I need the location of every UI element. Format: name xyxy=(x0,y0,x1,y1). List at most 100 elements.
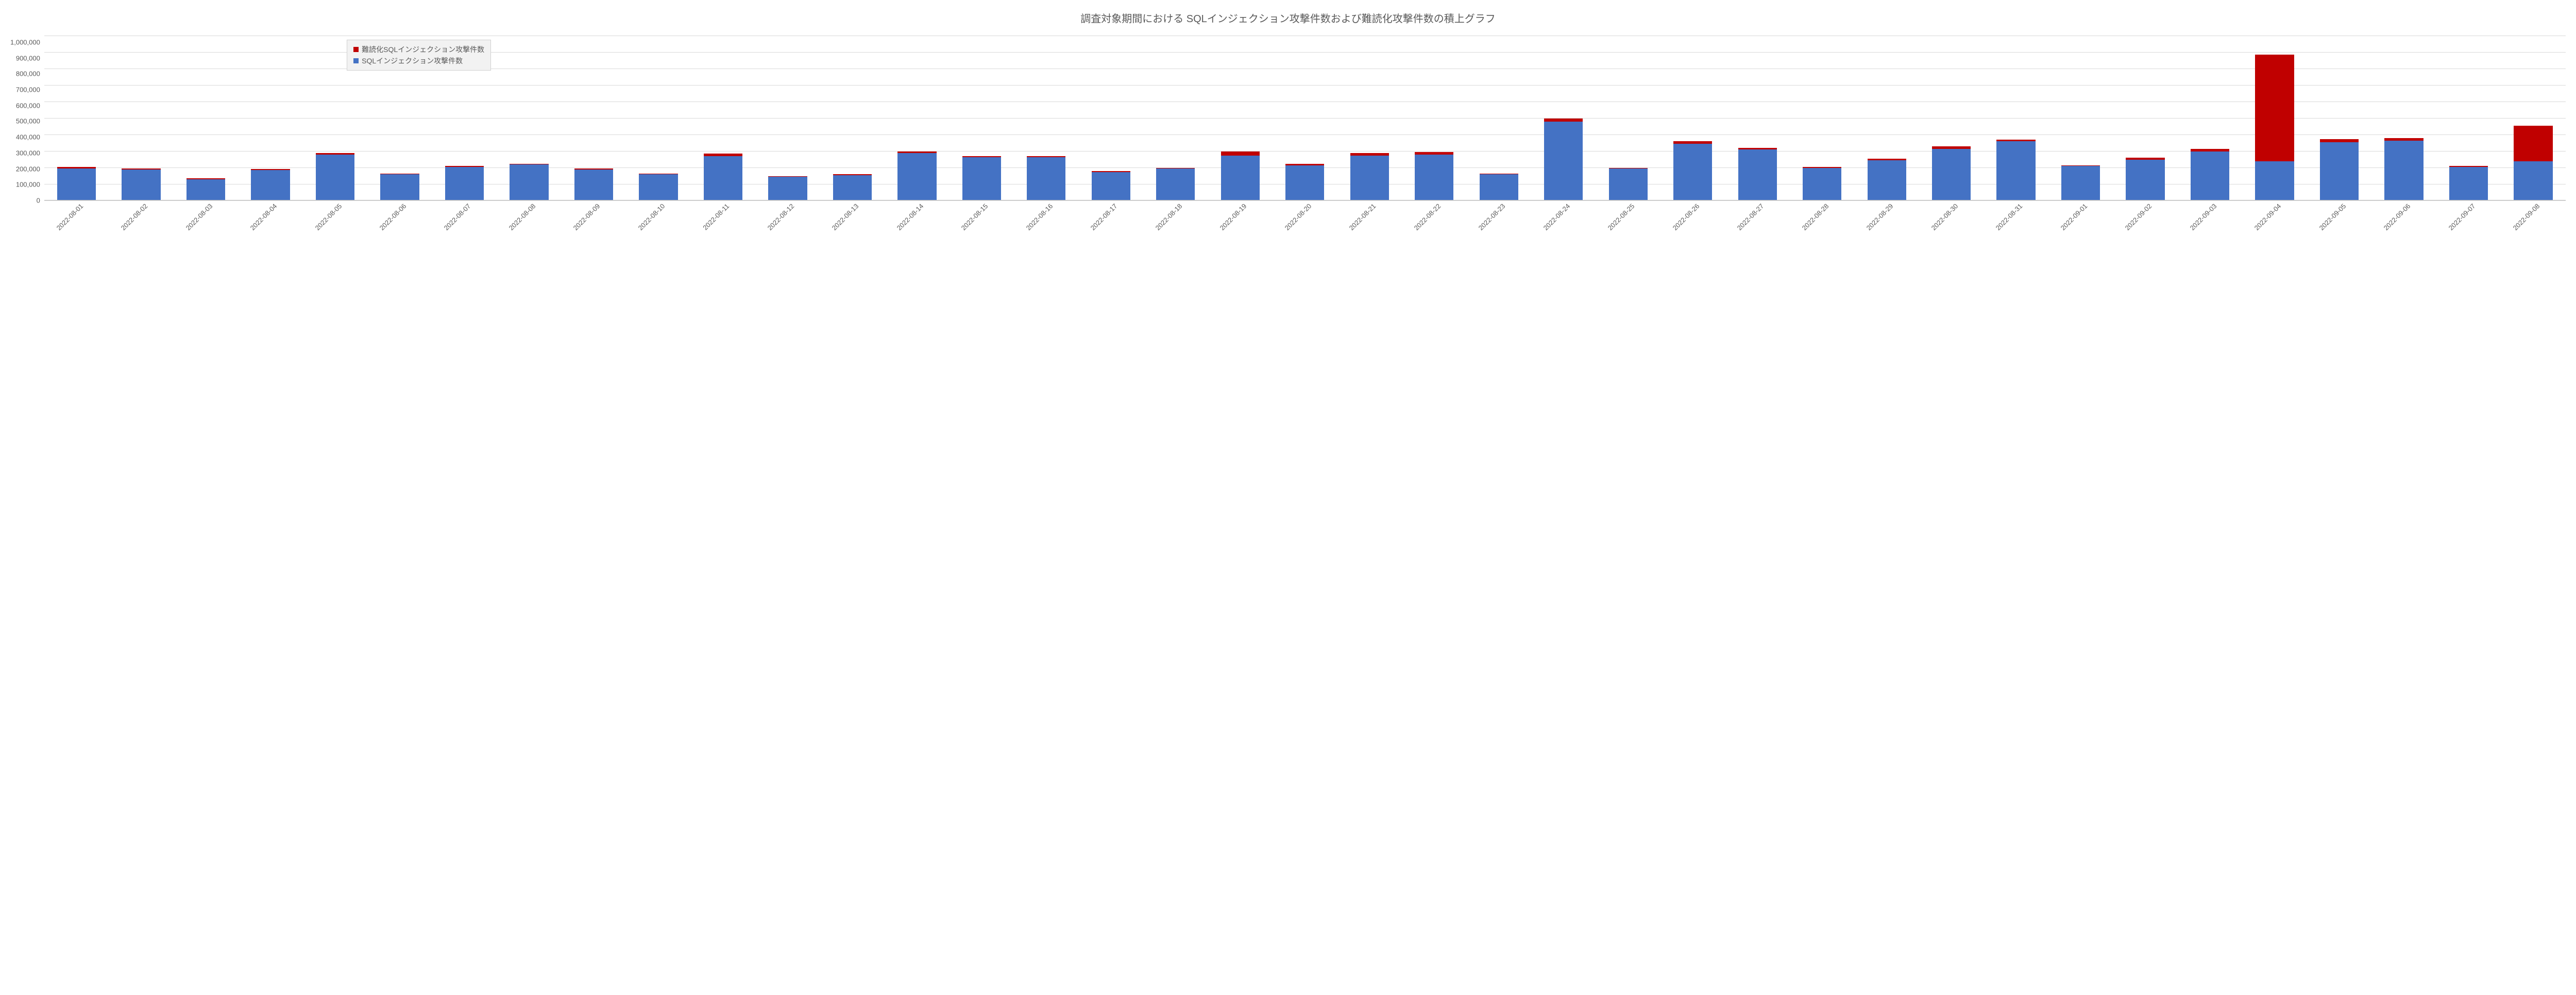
x-tick-label: 2022-09-07 xyxy=(2447,202,2477,232)
bar-segment-sql xyxy=(1544,122,1583,200)
bar-slot xyxy=(1402,36,1466,200)
bar-stack xyxy=(2255,55,2294,200)
x-tick: 2022-09-04 xyxy=(2242,200,2307,247)
bar-segment-sql xyxy=(833,175,872,200)
y-tick-label: 400,000 xyxy=(16,134,40,141)
bar-slot xyxy=(1531,36,1596,200)
bar-slot xyxy=(1143,36,1208,200)
bar-slot xyxy=(2501,36,2565,200)
bar-slot xyxy=(1790,36,1854,200)
y-tick-label: 100,000 xyxy=(16,181,40,188)
x-tick: 2022-09-05 xyxy=(2307,200,2371,247)
bar-stack xyxy=(2126,158,2164,200)
x-tick-label: 2022-08-16 xyxy=(1025,202,1055,232)
x-tick-label: 2022-09-01 xyxy=(2059,202,2089,232)
x-tick-label: 2022-08-03 xyxy=(184,202,214,232)
y-tick-label: 1,000,000 xyxy=(10,39,40,46)
bar-stack xyxy=(2191,149,2229,200)
bar-stack xyxy=(1609,168,1648,200)
bar-stack xyxy=(768,176,807,200)
x-tick: 2022-08-30 xyxy=(1919,200,1984,247)
x-tick: 2022-08-03 xyxy=(174,200,238,247)
x-tick: 2022-08-28 xyxy=(1790,200,1854,247)
bar-segment-sql xyxy=(1092,172,1130,200)
bar-stack xyxy=(187,178,225,200)
bar-stack xyxy=(122,168,160,200)
x-tick: 2022-09-07 xyxy=(2436,200,2501,247)
bar-stack xyxy=(1027,156,1065,200)
x-tick-label: 2022-09-08 xyxy=(2512,202,2541,232)
x-tick: 2022-08-31 xyxy=(1984,200,2048,247)
x-tick-label: 2022-08-11 xyxy=(702,202,731,231)
x-tick: 2022-08-04 xyxy=(238,200,302,247)
y-tick-label: 900,000 xyxy=(16,55,40,61)
bar-slot xyxy=(2048,36,2113,200)
bar-slot xyxy=(755,36,820,200)
bar-segment-sql xyxy=(768,177,807,200)
x-tick: 2022-08-11 xyxy=(691,200,755,247)
x-tick-label: 2022-08-22 xyxy=(1412,202,1442,232)
bar-stack xyxy=(704,154,742,200)
y-tick-label: 0 xyxy=(37,197,40,204)
bar-segment-sql xyxy=(316,155,354,200)
x-tick: 2022-08-20 xyxy=(1273,200,1337,247)
x-tick-label: 2022-08-25 xyxy=(1606,202,1636,232)
bar-slot xyxy=(885,36,949,200)
bar-slot xyxy=(1467,36,1531,200)
bar-segment-sql xyxy=(1932,149,1971,200)
bar-segment-sql xyxy=(187,179,225,200)
x-tick: 2022-08-06 xyxy=(367,200,432,247)
x-tick: 2022-08-10 xyxy=(626,200,690,247)
bar-slot xyxy=(1984,36,2048,200)
bar-segment-sql xyxy=(574,170,613,200)
bar-segment-sql xyxy=(1868,160,1906,200)
bar-segment-sql xyxy=(2255,161,2294,200)
x-tick-label: 2022-08-29 xyxy=(1865,202,1895,232)
bar-slot xyxy=(2307,36,2371,200)
x-tick-label: 2022-08-13 xyxy=(831,202,860,232)
x-tick: 2022-09-08 xyxy=(2501,200,2565,247)
x-tick: 2022-08-13 xyxy=(820,200,885,247)
x-tick: 2022-08-24 xyxy=(1531,200,1596,247)
bar-stack xyxy=(1415,152,1453,200)
bar-stack xyxy=(1092,171,1130,200)
bar-segment-sql xyxy=(1221,156,1260,200)
x-tick: 2022-09-01 xyxy=(2048,200,2113,247)
y-tick-label: 300,000 xyxy=(16,149,40,156)
bar-slot xyxy=(1660,36,1725,200)
chart-area: 1,000,000900,000800,000700,000600,000500… xyxy=(10,36,2566,200)
bar-segment-sql xyxy=(897,153,936,200)
y-tick-label: 500,000 xyxy=(16,118,40,125)
x-axis: 2022-08-012022-08-022022-08-032022-08-04… xyxy=(44,200,2566,247)
x-tick: 2022-09-02 xyxy=(2113,200,2177,247)
x-tick: 2022-08-18 xyxy=(1143,200,1208,247)
bar-segment-obfuscated xyxy=(1221,151,1260,156)
bar-stack xyxy=(1738,148,1777,200)
legend-swatch xyxy=(353,58,359,63)
bar-segment-sql xyxy=(962,157,1001,200)
bar-slot xyxy=(2178,36,2242,200)
bar-stack xyxy=(316,153,354,200)
legend-item: 難読化SQLインジェクション攻撃件数 xyxy=(353,44,484,55)
bar-slot xyxy=(2436,36,2501,200)
bar-segment-sql xyxy=(251,170,290,200)
y-tick-label: 800,000 xyxy=(16,71,40,77)
bar-stack xyxy=(1868,159,1906,200)
x-tick-label: 2022-09-02 xyxy=(2124,202,2154,232)
x-tick-label: 2022-09-05 xyxy=(2317,202,2347,232)
x-tick-label: 2022-08-07 xyxy=(443,202,472,232)
x-tick: 2022-08-16 xyxy=(1014,200,1078,247)
plot-area: 難読化SQLインジェクション攻撃件数SQLインジェクション攻撃件数 xyxy=(44,36,2566,200)
bar-segment-sql xyxy=(57,168,96,200)
chart-title: 調査対象期間における SQLインジェクション攻撃件数および難読化攻撃件数の積上グ… xyxy=(10,10,2566,25)
x-tick: 2022-08-25 xyxy=(1596,200,1660,247)
bar-stack xyxy=(57,167,96,200)
bar-stack xyxy=(1221,151,1260,200)
bar-segment-sql xyxy=(1350,156,1389,200)
x-tick: 2022-08-08 xyxy=(497,200,561,247)
x-tick: 2022-08-09 xyxy=(562,200,626,247)
bar-segment-sql xyxy=(2126,160,2164,200)
y-tick-label: 600,000 xyxy=(16,102,40,109)
bar-slot xyxy=(1208,36,1273,200)
bar-segment-sql xyxy=(1673,144,1712,200)
